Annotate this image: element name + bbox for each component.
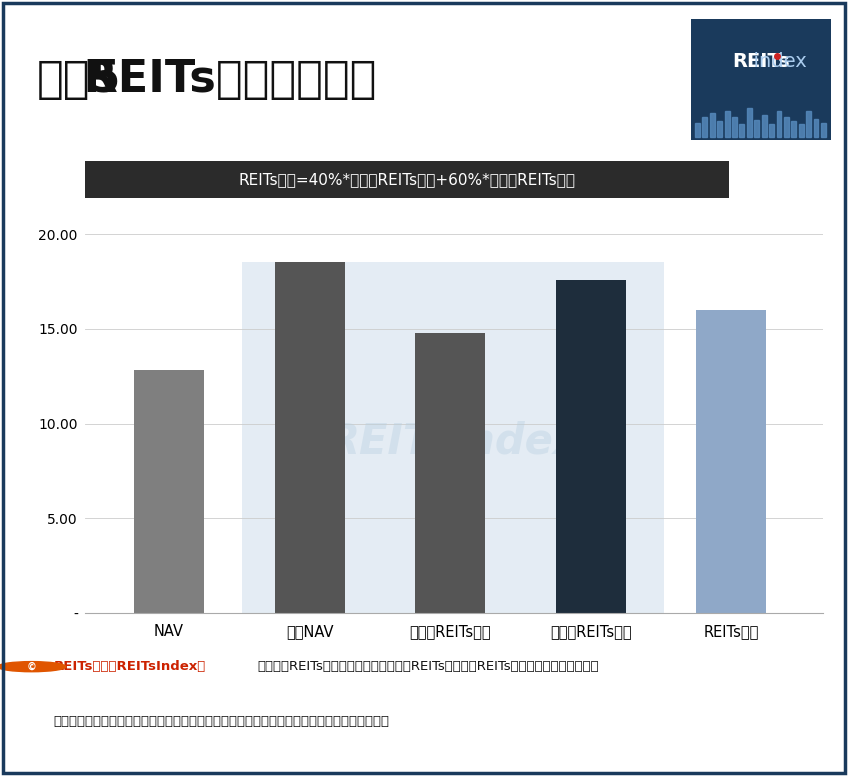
Bar bbox=[813, 119, 818, 137]
Bar bbox=[732, 117, 737, 137]
Text: 盖跟踪、调查研究和综合分析，致力于提供全面精准的数据信息、前沿专业的研究报告和服务。: 盖跟踪、调查研究和综合分析，致力于提供全面精准的数据信息、前沿专业的研究报告和服… bbox=[53, 715, 389, 729]
Text: REITs收并购增加值: REITs收并购增加值 bbox=[36, 58, 377, 101]
Bar bbox=[777, 111, 781, 137]
Bar bbox=[747, 108, 752, 137]
Bar bbox=[696, 310, 767, 613]
Bar bbox=[702, 117, 707, 137]
Bar bbox=[717, 121, 722, 137]
Text: index: index bbox=[716, 52, 806, 71]
Text: REITs指数（REITsIndex）: REITs指数（REITsIndex） bbox=[53, 660, 206, 673]
Bar bbox=[695, 123, 700, 137]
Circle shape bbox=[0, 662, 66, 672]
Text: 图表5: 图表5 bbox=[36, 58, 121, 101]
Bar bbox=[555, 279, 626, 613]
Bar bbox=[806, 111, 811, 137]
Bar bbox=[791, 121, 796, 137]
Bar bbox=[769, 124, 774, 137]
Bar bbox=[275, 262, 345, 613]
Bar bbox=[784, 117, 789, 137]
Bar bbox=[821, 123, 826, 137]
Text: REITsindex: REITsindex bbox=[327, 421, 580, 463]
Bar bbox=[415, 333, 485, 613]
Bar bbox=[739, 124, 745, 137]
Text: REITs估值=40%*并购后REITs估值+60%*并购前REITs估值: REITs估值=40%*并购后REITs估值+60%*并购前REITs估值 bbox=[238, 171, 576, 187]
Bar bbox=[762, 115, 767, 137]
Bar bbox=[710, 113, 715, 137]
Bar bbox=[725, 111, 729, 137]
Bar bbox=[755, 120, 759, 137]
Bar bbox=[243, 262, 664, 613]
Bar bbox=[134, 370, 204, 613]
Text: ©: © bbox=[26, 662, 36, 672]
Bar bbox=[799, 124, 804, 137]
Text: 是专业的REITs指数综合分析信息平台。REITs指数聚焦REITs行业产业和相关企业的覆: 是专业的REITs指数综合分析信息平台。REITs指数聚焦REITs行业产业和相… bbox=[257, 660, 599, 673]
Text: REITs: REITs bbox=[733, 52, 789, 71]
